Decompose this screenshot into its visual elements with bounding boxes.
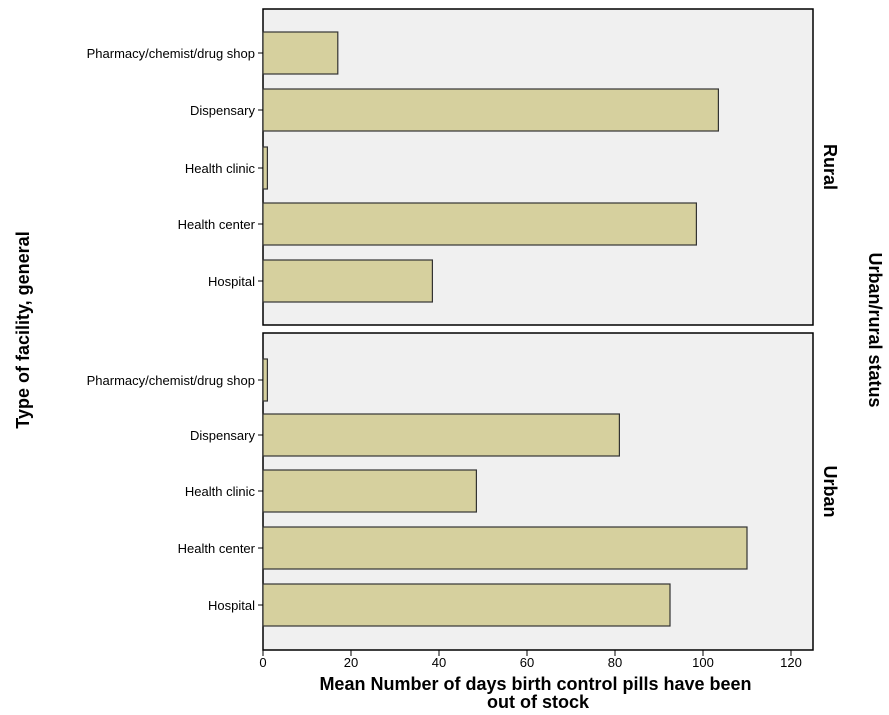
x-axis: 0 20 40 60 80 100 120	[259, 650, 802, 670]
category-label: Health clinic	[185, 484, 256, 499]
category-label: Dispensary	[190, 428, 256, 443]
category-label: Hospital	[208, 274, 255, 289]
panel-label: Rural	[820, 144, 840, 190]
category-label: Pharmacy/chemist/drug shop	[87, 373, 255, 388]
bar	[262, 469, 477, 513]
x-axis-title-line-2: out of stock	[487, 692, 590, 712]
x-tick-label: 40	[432, 655, 446, 670]
bar	[262, 583, 671, 627]
x-axis-title-line-1: Mean Number of days birth control pills …	[319, 674, 751, 694]
x-tick-label: 100	[692, 655, 714, 670]
y-axis-title: Type of facility, general	[13, 231, 33, 428]
panel-label: Urban	[820, 465, 840, 517]
bar	[262, 259, 433, 303]
bar	[262, 413, 620, 457]
facet-axis-title: Urban/rural status	[865, 252, 885, 407]
category-label: Health center	[178, 541, 256, 556]
x-tick-label: 60	[520, 655, 534, 670]
category-label: Dispensary	[190, 103, 256, 118]
bar	[262, 358, 269, 402]
x-axis-title: Mean Number of days birth control pills …	[319, 674, 756, 712]
panel-urban: Pharmacy/chemist/drug shop Dispensary Heal…	[87, 332, 840, 651]
x-tick-label: 20	[344, 655, 358, 670]
bar	[262, 31, 339, 75]
category-label: Pharmacy/chemist/drug shop	[87, 46, 255, 61]
x-tick-label: 0	[259, 655, 266, 670]
category-label: Hospital	[208, 598, 255, 613]
panels-layer: Pharmacy/chemist/drug shop Dispensary Heal…	[87, 8, 840, 651]
bar	[262, 88, 719, 132]
bar	[262, 146, 269, 190]
x-tick-label: 120	[780, 655, 802, 670]
x-tick-label: 80	[608, 655, 622, 670]
category-label: Health clinic	[185, 161, 256, 176]
category-label: Health center	[178, 217, 256, 232]
bar	[262, 526, 748, 570]
panel-rural: Pharmacy/chemist/drug shop Dispensary Heal…	[87, 8, 840, 326]
bar	[262, 202, 697, 246]
